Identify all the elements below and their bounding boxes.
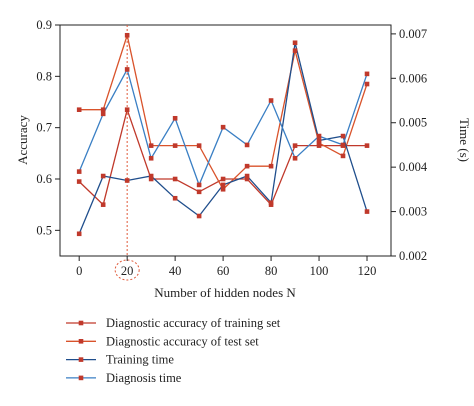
y-left-tick-label: 0.5 [36, 223, 52, 237]
data-point [268, 98, 274, 103]
axes-group: 0 20 40 60 80 100 120 0.5 0.6 0.7 0.8 0.9 0.002 0.003… [36, 18, 428, 278]
x-tick-label: 100 [310, 264, 329, 278]
legend-label: Diagnosis time [106, 371, 182, 385]
data-point [220, 124, 226, 130]
data-point [364, 209, 370, 214]
data-point [76, 107, 82, 112]
data-point [148, 143, 154, 148]
y-right-tick-label: 0.006 [399, 71, 427, 85]
data-point [244, 173, 250, 179]
data-point [220, 176, 226, 182]
data-point [76, 179, 82, 184]
data-point [76, 231, 82, 237]
data-point [316, 138, 322, 143]
data-point [100, 107, 106, 112]
legend: Diagnostic accuracy of training set Diagn… [66, 316, 281, 385]
data-point [340, 142, 346, 148]
y-right-tick-label: 0.004 [399, 160, 428, 174]
legend-label: Training time [106, 353, 174, 367]
data-point [172, 176, 178, 182]
data-point [292, 143, 298, 148]
data-point [244, 142, 250, 148]
data-point [220, 182, 226, 188]
y-left-tick-label: 0.7 [36, 121, 52, 135]
x-tick-label: 0 [76, 264, 82, 278]
data-point [172, 195, 178, 201]
legend-marker [78, 339, 84, 344]
x-tick-label: 80 [265, 264, 278, 278]
data-point [364, 143, 370, 148]
data-point [148, 155, 154, 161]
data-point [292, 48, 298, 53]
x-tick-label: 120 [358, 264, 377, 278]
data-point [124, 107, 130, 112]
legend-label: Diagnostic accuracy of test set [106, 334, 259, 348]
data-point [340, 133, 346, 139]
data-point [364, 71, 370, 77]
plot-frame [59, 24, 392, 257]
x-tick-label: 60 [217, 264, 230, 278]
data-point [316, 140, 322, 146]
data-point [100, 202, 106, 207]
data-point [124, 67, 130, 72]
y-left-tick-label: 0.6 [36, 172, 52, 186]
x-tick-label: 40 [169, 264, 182, 278]
legend-marker [78, 375, 84, 381]
highlight-group [114, 25, 140, 281]
legend-label: Diagnostic accuracy of training set [106, 316, 281, 330]
y-right-tick-label: 0.005 [399, 116, 427, 130]
data-point [340, 153, 346, 159]
data-point [196, 143, 202, 148]
data-point [244, 176, 250, 182]
data-point [220, 186, 226, 192]
data-point [364, 81, 370, 87]
data-point [76, 169, 82, 174]
data-point [268, 163, 274, 169]
data-point [172, 143, 178, 148]
series-line [79, 32, 368, 191]
data-point [148, 173, 154, 179]
data-point [196, 189, 202, 195]
data-point [172, 115, 178, 121]
y-axis-title-right: Time (s) [457, 118, 472, 162]
data-point [100, 111, 106, 117]
data-point [292, 40, 298, 46]
data-point [292, 155, 298, 161]
y-axis-title-left: Accuracy [15, 115, 30, 165]
y-right-tick-label: 0.007 [399, 27, 427, 41]
data-point [316, 133, 322, 139]
legend-marker [78, 320, 84, 326]
x-tick-label: 20 [121, 264, 134, 278]
highlight-circle [114, 259, 140, 281]
data-point [100, 173, 106, 179]
y-left-tick-label: 0.8 [36, 69, 52, 83]
y-right-tick-label: 0.002 [399, 249, 427, 263]
data-point [244, 163, 250, 169]
y-left-tick-label: 0.9 [36, 18, 52, 32]
data-point [124, 32, 130, 38]
data-point [124, 178, 130, 183]
series-group [76, 32, 370, 237]
x-axis-title: Number of hidden nodes N [154, 285, 296, 300]
y-right-tick-label: 0.003 [399, 205, 427, 219]
data-point [316, 143, 322, 148]
data-point [268, 200, 274, 205]
data-point [196, 182, 202, 188]
data-point [148, 176, 154, 182]
legend-marker [78, 357, 84, 362]
data-point [196, 213, 202, 219]
